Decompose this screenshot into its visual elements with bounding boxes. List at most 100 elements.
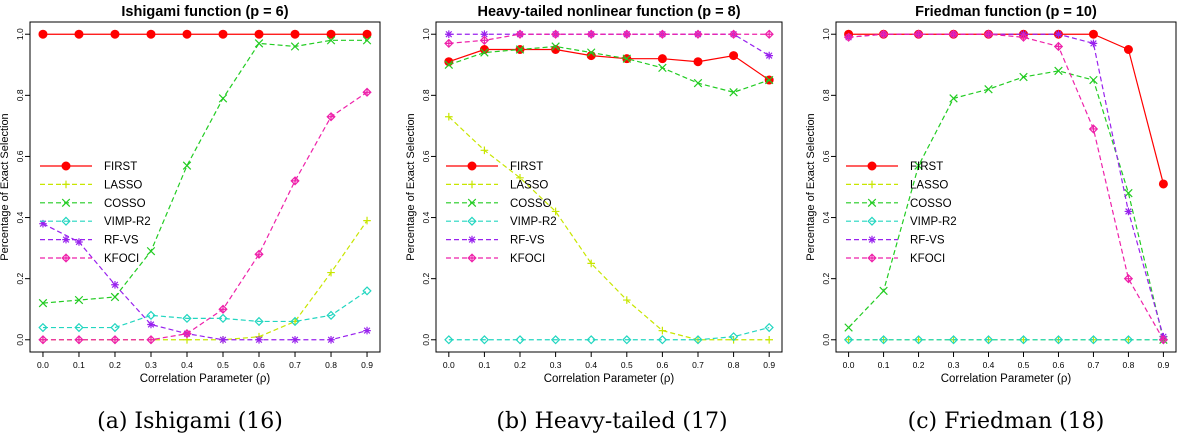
data-point: [622, 54, 632, 63]
data-point: [948, 335, 959, 345]
y-tick-label: 0.2: [421, 272, 431, 284]
series-line: [448, 33, 770, 57]
legend-label: RF-VS: [910, 235, 945, 247]
data-point: [362, 286, 372, 296]
x-tick-label: 0.9: [1157, 360, 1169, 370]
legend-label: FIRST: [104, 161, 137, 173]
data-point: [479, 45, 489, 54]
data-point: [110, 29, 120, 39]
x-tick-label: 0.8: [728, 360, 740, 370]
x-tick-label: 0.3: [145, 360, 157, 370]
y-axis-label: Percentage of Exact Selection: [805, 113, 817, 260]
series-lasso: [39, 216, 371, 344]
legend: FIRST LASSO COSSO VIMP-R2 RF-VS KFOCI: [446, 161, 557, 265]
series-vimp-r2: [38, 286, 372, 333]
data-point: [219, 335, 227, 344]
data-point: [146, 246, 156, 256]
data-point: [1019, 72, 1028, 82]
data-point: [38, 322, 48, 333]
data-point: [658, 63, 667, 73]
data-point: [728, 29, 739, 39]
plot-frame: [435, 21, 783, 353]
series-line: [448, 48, 770, 81]
chart-panel-1: Ishigami function (p = 6) 0.0 0.1 0.2 0.3 0.4…: [0, 4, 381, 434]
data-point: [363, 216, 371, 225]
data-point: [146, 29, 156, 39]
legend-marker: [61, 253, 71, 263]
data-point: [693, 29, 703, 39]
data-point: [983, 29, 994, 39]
data-point: [479, 335, 490, 345]
series-line: [42, 39, 368, 304]
series-cosso: [444, 42, 774, 97]
y-axis-label: Percentage of Exact Selection: [0, 113, 11, 260]
data-point: [1158, 335, 1169, 345]
y-tick-label: 0.2: [821, 272, 831, 284]
data-point: [182, 329, 192, 339]
data-point: [1088, 29, 1098, 39]
x-tick-label: 0.2: [109, 360, 121, 370]
data-point: [586, 335, 596, 345]
data-point: [586, 29, 596, 39]
data-point: [1054, 30, 1063, 39]
data-point: [444, 38, 454, 49]
data-point: [110, 322, 120, 333]
y-tick-label: 0.8: [421, 89, 431, 101]
y-tick-label: 1.0: [15, 28, 25, 40]
legend-label: LASSO: [510, 179, 548, 191]
data-point: [1053, 335, 1064, 345]
data-point: [326, 29, 336, 39]
series-cosso: [844, 66, 1168, 345]
legend-marker: [868, 180, 876, 189]
data-point: [1124, 188, 1133, 198]
legend-marker: [867, 253, 877, 263]
x-tick-label: 0.7: [1088, 360, 1100, 370]
data-point: [444, 335, 454, 345]
data-point: [729, 51, 739, 61]
data-point: [255, 335, 263, 344]
y-axis-label: Percentage of Exact Selection: [405, 113, 417, 260]
data-point: [362, 36, 372, 45]
y-tick-label: 1.0: [421, 28, 431, 40]
series-rf-vs: [39, 219, 371, 344]
data-point: [38, 298, 48, 308]
data-point: [551, 207, 560, 216]
series-line: [848, 33, 1164, 341]
data-point: [254, 39, 264, 48]
y-tick-label: 0.6: [821, 150, 831, 162]
data-point: [948, 29, 959, 39]
data-point: [764, 322, 774, 333]
data-point: [74, 335, 84, 345]
legend-label: RF-VS: [510, 235, 545, 247]
data-point: [445, 112, 453, 121]
data-point: [290, 176, 300, 186]
x-tick-label: 0.1: [878, 360, 890, 370]
x-tick-label: 0.6: [1053, 360, 1065, 370]
data-point: [728, 332, 739, 342]
data-point: [290, 29, 300, 39]
data-point: [693, 57, 703, 67]
data-point: [657, 29, 668, 39]
legend-label: RF-VS: [104, 235, 139, 247]
panel-caption: (a) Ishigami (16): [97, 409, 283, 434]
data-point: [327, 335, 335, 344]
data-point: [1088, 124, 1099, 134]
legend-label: VIMP-R2: [510, 216, 557, 228]
legend-marker: [467, 198, 477, 208]
data-point: [843, 32, 854, 42]
data-point: [290, 42, 300, 51]
data-point: [1158, 179, 1168, 189]
data-point: [586, 48, 596, 57]
series-line: [848, 33, 1164, 185]
series-first: [38, 29, 372, 39]
series-line: [848, 70, 1164, 340]
legend-label: LASSO: [910, 179, 948, 191]
data-point: [218, 304, 228, 314]
x-axis-label: Correlation Parameter (ρ): [544, 373, 675, 385]
x-tick-label: 0.3: [948, 360, 960, 370]
data-point: [254, 249, 264, 259]
data-point: [74, 29, 84, 39]
data-point: [445, 30, 453, 39]
plot-frame: [835, 21, 1177, 353]
